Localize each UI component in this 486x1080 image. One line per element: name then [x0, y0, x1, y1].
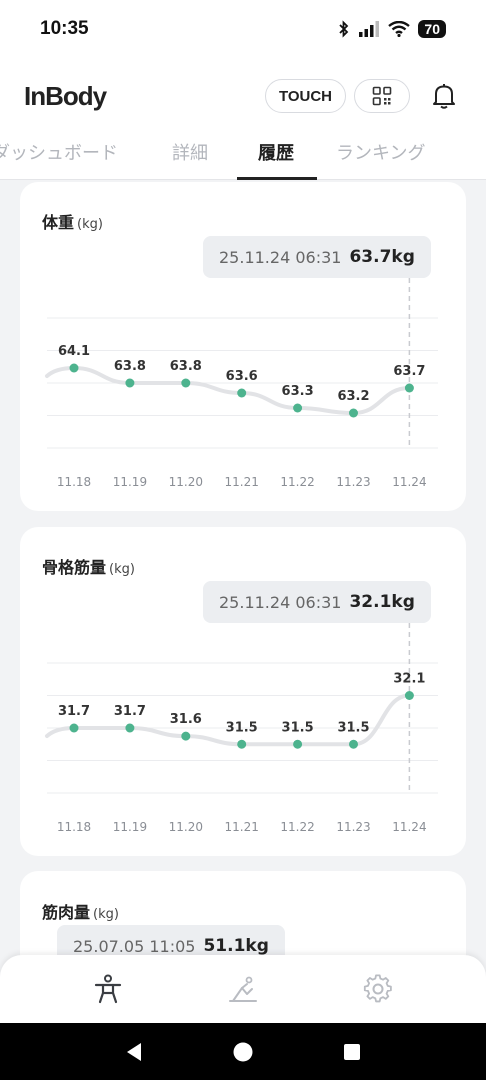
tab-label: 履歴: [258, 143, 294, 164]
data-point[interactable]: [349, 739, 358, 749]
x-tick-label: 11.19: [113, 820, 147, 834]
data-point[interactable]: [237, 388, 247, 398]
x-tick-label: 11.21: [225, 820, 259, 834]
data-label: 31.5: [337, 720, 369, 735]
weight-line-chart[interactable]: 64.1 11.18 63.8 11.19 63.8 11.20 63.6 11.21 63.3…: [20, 278, 466, 498]
card-title-text: 骨格筋量: [42, 558, 107, 577]
x-tick-label: 11.22: [280, 475, 314, 489]
data-point[interactable]: [181, 731, 191, 741]
data-point[interactable]: [404, 383, 414, 393]
tab-dashboard[interactable]: ダッシュボード: [0, 134, 118, 180]
data-label: 63.3: [282, 384, 314, 399]
data-label: 63.8: [114, 359, 146, 374]
card-title-text: 体重: [42, 213, 75, 232]
x-tick-label: 11.23: [336, 820, 370, 834]
header-actions: TOUCH: [264, 78, 462, 114]
x-tick-label: 11.20: [169, 820, 203, 834]
tab-ranking[interactable]: ランキング: [336, 134, 425, 180]
tooltip-value: 51.1kg: [203, 936, 269, 956]
inbody-logo: InBody: [24, 80, 107, 111]
exercise-icon: [228, 976, 257, 1002]
status-icons: 70: [338, 20, 446, 38]
bluetooth-icon: [339, 20, 349, 38]
bottom-navigation: [0, 955, 486, 1023]
data-point[interactable]: [125, 723, 135, 733]
recents-icon[interactable]: [341, 1041, 363, 1063]
data-label: 63.6: [226, 369, 258, 384]
data-label: 63.7: [393, 364, 425, 379]
data-point[interactable]: [293, 739, 303, 749]
home-icon[interactable]: [232, 1041, 254, 1063]
active-tab-indicator: [237, 177, 317, 180]
data-label: 31.7: [58, 704, 90, 719]
gear-icon: [364, 974, 393, 1003]
signal-icon: [359, 21, 380, 37]
selected-point-tooltip: 25.11.24 06:31 63.7kg: [203, 236, 431, 278]
tab-label: ダッシュボード: [0, 143, 118, 164]
data-point[interactable]: [237, 739, 247, 749]
data-label: 63.8: [170, 359, 202, 374]
app-header: InBody TOUCH: [0, 58, 486, 134]
tab-label: 詳細: [172, 143, 208, 164]
tooltip-datetime: 25.11.24 06:31: [219, 592, 342, 612]
data-label: 31.6: [170, 712, 202, 727]
nav-settings[interactable]: [348, 964, 408, 1014]
skeletal-muscle-card[interactable]: 骨格筋量 (kg) 25.11.24 06:31 32.1kg 31.7 11.18…: [20, 527, 466, 856]
nav-body[interactable]: [78, 964, 138, 1014]
data-point[interactable]: [181, 378, 191, 388]
battery-indicator: 70: [418, 20, 446, 38]
card-title: 体重 (kg): [42, 209, 103, 233]
data-label: 31.5: [282, 720, 314, 735]
tooltip-datetime: 25.07.05 11:05: [73, 936, 196, 956]
data-point[interactable]: [125, 378, 135, 388]
system-navigation-bar: [0, 1023, 486, 1080]
x-tick-label: 11.24: [392, 820, 426, 834]
x-tick-label: 11.24: [392, 475, 426, 489]
card-title-unit: (kg): [93, 907, 119, 922]
x-tick-label: 11.18: [57, 820, 91, 834]
tab-detail[interactable]: 詳細: [172, 134, 208, 180]
tab-bar: ダッシュボード 詳細 履歴 ランキング: [0, 134, 486, 180]
x-tick-label: 11.18: [57, 475, 91, 489]
tooltip-datetime: 25.11.24 06:31: [219, 247, 342, 267]
data-label: 32.1: [393, 672, 425, 687]
card-title-text: 筋肉量: [42, 903, 91, 922]
data-label: 31.7: [114, 704, 146, 719]
x-tick-label: 11.19: [113, 475, 147, 489]
x-tick-label: 11.21: [225, 475, 259, 489]
data-point[interactable]: [69, 363, 79, 373]
data-point[interactable]: [69, 723, 79, 733]
wifi-icon: [388, 21, 411, 37]
card-title: 骨格筋量 (kg): [42, 554, 135, 578]
skeletal-muscle-line-chart[interactable]: 31.7 11.18 31.7 11.19 31.6 11.20 31.5 11.21 31.5…: [20, 623, 466, 843]
card-title-unit: (kg): [109, 562, 135, 577]
data-point[interactable]: [293, 403, 303, 413]
selected-point-tooltip: 25.11.24 06:31 32.1kg: [203, 581, 431, 623]
x-tick-label: 11.23: [336, 475, 370, 489]
qr-code-icon: [372, 86, 392, 106]
data-label: 31.5: [226, 720, 258, 735]
tab-label: ランキング: [336, 143, 426, 164]
x-tick-label: 11.20: [169, 475, 203, 489]
data-point[interactable]: [349, 408, 358, 418]
data-point[interactable]: [404, 691, 414, 700]
card-title-unit: (kg): [77, 217, 103, 232]
status-time: 10:35: [40, 18, 89, 39]
weight-card[interactable]: 体重 (kg) 25.11.24 06:31 63.7kg 64.1 11.18 63…: [20, 182, 466, 511]
card-title: 筋肉量 (kg): [42, 899, 119, 923]
data-label: 64.1: [58, 344, 90, 359]
qr-code-button[interactable]: [354, 79, 410, 113]
status-bar: 10:35 70: [0, 0, 486, 58]
tab-history[interactable]: 履歴: [258, 134, 294, 180]
back-icon[interactable]: [123, 1041, 145, 1063]
data-label: 63.2: [337, 389, 369, 404]
tooltip-value: 32.1kg: [349, 592, 415, 612]
bell-icon: [433, 84, 455, 109]
nav-exercise[interactable]: [213, 964, 273, 1014]
body-icon: [94, 974, 121, 1004]
x-tick-label: 11.22: [280, 820, 314, 834]
notification-button[interactable]: [426, 78, 462, 114]
touch-button[interactable]: TOUCH: [264, 79, 346, 113]
tooltip-value: 63.7kg: [349, 247, 415, 267]
